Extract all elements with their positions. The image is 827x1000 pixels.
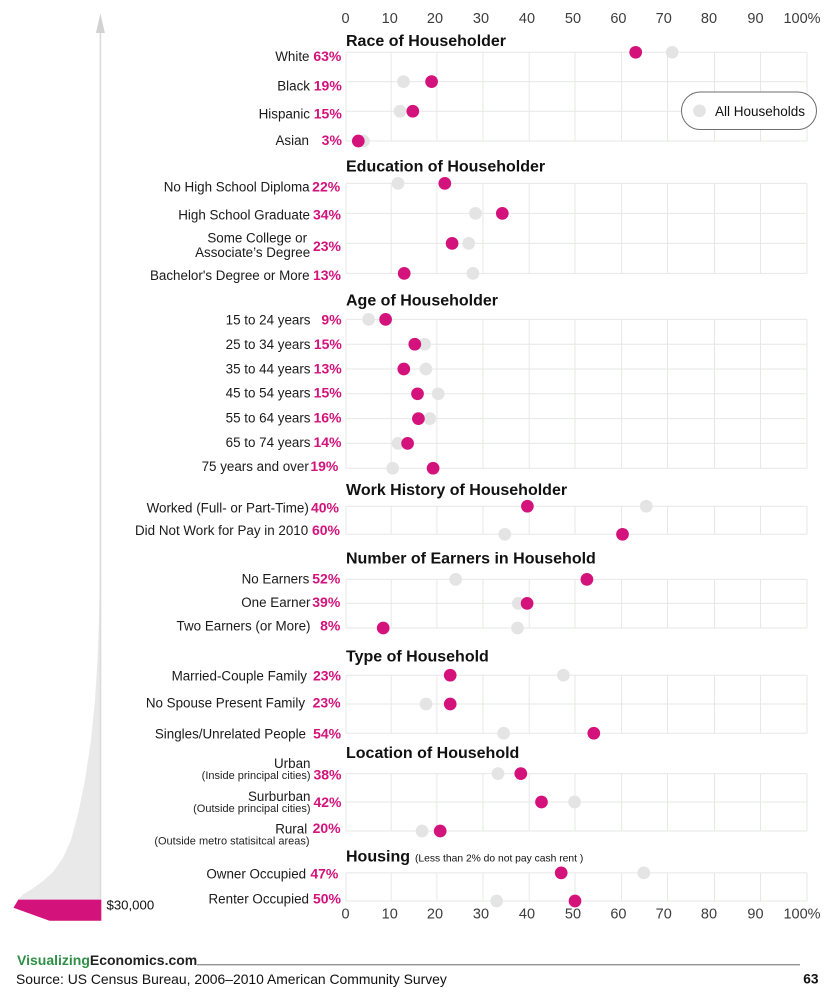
svg-text:Location of Household: Location of Household bbox=[346, 745, 519, 762]
svg-text:13%: 13% bbox=[314, 361, 343, 377]
svg-text:63: 63 bbox=[803, 972, 819, 987]
svg-text:3%: 3% bbox=[322, 132, 343, 148]
svg-text:50%: 50% bbox=[313, 891, 342, 907]
svg-text:23%: 23% bbox=[313, 668, 342, 684]
svg-text:60: 60 bbox=[610, 907, 626, 923]
svg-text:30: 30 bbox=[473, 11, 489, 27]
svg-text:Renter Occupied: Renter Occupied bbox=[209, 892, 309, 907]
svg-text:63%: 63% bbox=[313, 48, 342, 64]
svg-text:65 to 74 years: 65 to 74 years bbox=[226, 435, 311, 450]
svg-text:40: 40 bbox=[519, 11, 535, 27]
svg-text:16%: 16% bbox=[313, 410, 342, 426]
svg-text:54%: 54% bbox=[313, 725, 342, 741]
svg-text:Two Earners (or More): Two Earners (or More) bbox=[177, 619, 311, 634]
svg-text:47%: 47% bbox=[310, 865, 339, 881]
svg-text:19%: 19% bbox=[310, 458, 339, 474]
svg-text:$30,000: $30,000 bbox=[107, 897, 155, 912]
svg-text:25 to 34 years: 25 to 34 years bbox=[226, 337, 311, 352]
svg-text:80: 80 bbox=[701, 11, 717, 27]
svg-text:Work History of Householder: Work History of Householder bbox=[346, 482, 567, 499]
svg-text:23%: 23% bbox=[313, 238, 342, 254]
svg-text:45 to 54 years: 45 to 54 years bbox=[226, 386, 311, 401]
svg-text:Surburban: Surburban bbox=[248, 789, 311, 804]
svg-text:23%: 23% bbox=[313, 695, 342, 711]
svg-text:8%: 8% bbox=[320, 618, 341, 634]
svg-text:White: White bbox=[275, 49, 309, 64]
svg-text:(Inside principal cities): (Inside principal cities) bbox=[202, 770, 311, 782]
svg-text:VisualizingEconomics.com: VisualizingEconomics.com bbox=[17, 952, 197, 968]
svg-text:10: 10 bbox=[382, 907, 398, 923]
svg-text:50: 50 bbox=[565, 907, 581, 923]
svg-text:9%: 9% bbox=[321, 312, 342, 328]
svg-text:0: 0 bbox=[341, 11, 349, 27]
svg-text:80: 80 bbox=[701, 907, 717, 923]
svg-text:Race of Householder: Race of Householder bbox=[346, 33, 506, 50]
svg-text:90: 90 bbox=[747, 11, 763, 27]
svg-text:38%: 38% bbox=[313, 767, 342, 783]
svg-text:No High School Diploma: No High School Diploma bbox=[164, 179, 310, 194]
svg-text:Hispanic: Hispanic bbox=[259, 107, 311, 122]
svg-text:(Outside principal cities): (Outside principal cities) bbox=[193, 803, 310, 815]
svg-text:15%: 15% bbox=[314, 106, 343, 122]
svg-text:One Earner: One Earner bbox=[241, 595, 311, 610]
svg-text:15 to 24 years: 15 to 24 years bbox=[226, 313, 311, 328]
svg-text:14%: 14% bbox=[313, 434, 342, 450]
svg-text:20: 20 bbox=[427, 11, 443, 27]
svg-text:50: 50 bbox=[565, 11, 581, 27]
svg-text:No Earners: No Earners bbox=[242, 572, 310, 587]
svg-text:55 to 64 years: 55 to 64 years bbox=[226, 411, 311, 426]
svg-text:15%: 15% bbox=[314, 385, 343, 401]
svg-text:10: 10 bbox=[382, 11, 398, 27]
svg-text:20%: 20% bbox=[313, 820, 342, 836]
svg-text:Housing: Housing bbox=[346, 848, 410, 865]
svg-text:60: 60 bbox=[610, 11, 626, 27]
svg-text:(Less than 2% do not pay cash: (Less than 2% do not pay cash rent ) bbox=[415, 853, 583, 864]
svg-text:75 years and over: 75 years and over bbox=[202, 459, 310, 474]
svg-text:39%: 39% bbox=[312, 594, 341, 610]
svg-text:Worked (Full- or Part-Time): Worked (Full- or Part-Time) bbox=[147, 501, 309, 516]
svg-text:70: 70 bbox=[656, 11, 672, 27]
svg-text:Singles/Unrelated People: Singles/Unrelated People bbox=[155, 726, 306, 741]
svg-text:40: 40 bbox=[519, 907, 535, 923]
svg-text:0: 0 bbox=[341, 907, 349, 923]
svg-text:No Spouse Present Family: No Spouse Present Family bbox=[146, 696, 306, 711]
svg-text:Some College or: Some College or bbox=[207, 231, 307, 246]
svg-text:Urban: Urban bbox=[274, 756, 310, 771]
svg-text:40%: 40% bbox=[311, 500, 340, 516]
svg-text:Rural: Rural bbox=[275, 821, 307, 836]
svg-text:Asian: Asian bbox=[276, 133, 310, 148]
svg-text:(Outside metro statisitcal are: (Outside metro statisitcal areas) bbox=[154, 836, 309, 848]
svg-text:Married-Couple Family: Married-Couple Family bbox=[172, 669, 308, 684]
svg-text:42%: 42% bbox=[313, 794, 342, 810]
svg-text:70: 70 bbox=[656, 907, 672, 923]
svg-text:Source: US Census Bureau, 2006: Source: US Census Bureau, 2006–2010 Amer… bbox=[16, 971, 447, 987]
svg-text:30: 30 bbox=[473, 907, 489, 923]
svg-text:60%: 60% bbox=[312, 522, 341, 538]
svg-text:High School Graduate: High School Graduate bbox=[178, 208, 310, 223]
svg-text:90: 90 bbox=[747, 907, 763, 923]
svg-text:All Households: All Households bbox=[715, 104, 805, 119]
svg-text:19%: 19% bbox=[314, 77, 343, 93]
svg-text:Age of Householder: Age of Householder bbox=[346, 292, 498, 309]
svg-text:52%: 52% bbox=[312, 571, 341, 587]
svg-text:100%: 100% bbox=[783, 907, 820, 923]
svg-text:Did Not Work for Pay in 2010: Did Not Work for Pay in 2010 bbox=[135, 523, 308, 538]
svg-text:20: 20 bbox=[427, 907, 443, 923]
svg-text:Associate’s Degree: Associate’s Degree bbox=[195, 245, 310, 260]
svg-text:Type of Household: Type of Household bbox=[346, 648, 489, 665]
svg-text:35 to 44 years: 35 to 44 years bbox=[226, 362, 311, 377]
svg-text:Number of Earners in Household: Number of Earners in Household bbox=[346, 551, 596, 568]
svg-text:Bachelor's Degree or More: Bachelor's Degree or More bbox=[150, 268, 310, 283]
svg-text:22%: 22% bbox=[312, 178, 341, 194]
svg-text:15%: 15% bbox=[314, 336, 343, 352]
svg-text:34%: 34% bbox=[313, 207, 342, 223]
svg-text:13%: 13% bbox=[313, 267, 342, 283]
svg-text:Black: Black bbox=[277, 78, 310, 93]
svg-text:Owner Occupied: Owner Occupied bbox=[206, 866, 306, 881]
svg-text:Education of Householder: Education of Householder bbox=[346, 158, 545, 175]
svg-text:100%: 100% bbox=[783, 11, 820, 27]
